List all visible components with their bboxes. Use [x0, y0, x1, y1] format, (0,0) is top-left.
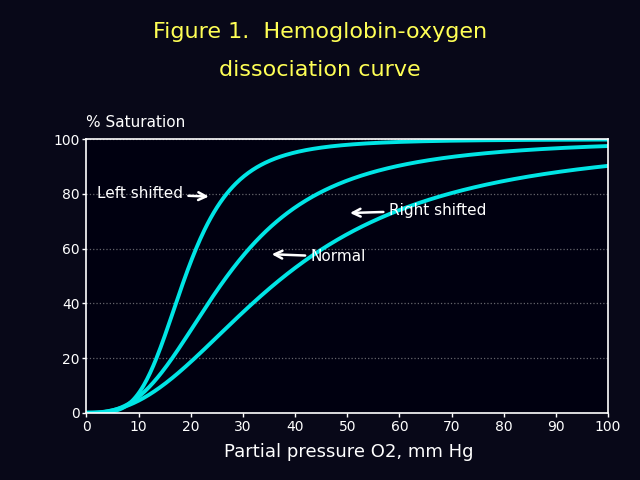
Text: % Saturation: % Saturation	[86, 115, 186, 130]
Text: Figure 1.  Hemoglobin-oxygen: Figure 1. Hemoglobin-oxygen	[153, 22, 487, 42]
Text: Left shifted: Left shifted	[97, 186, 206, 202]
Text: dissociation curve: dissociation curve	[219, 60, 421, 80]
Text: Right shifted: Right shifted	[353, 203, 486, 218]
Text: Partial pressure O2, mm Hg: Partial pressure O2, mm Hg	[224, 443, 474, 461]
Text: Normal: Normal	[275, 249, 366, 264]
